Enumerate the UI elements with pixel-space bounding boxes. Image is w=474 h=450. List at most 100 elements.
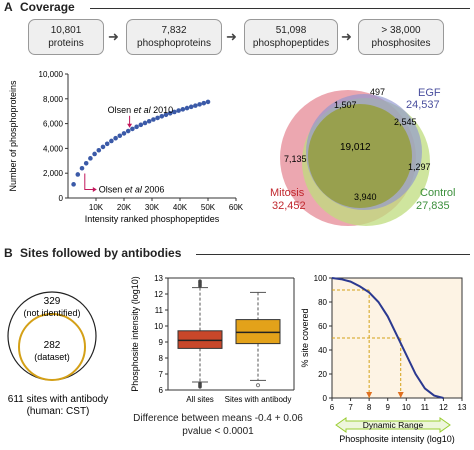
y-tick-label: 80 xyxy=(318,298,327,307)
flow-arrow-icon: ➜ xyxy=(341,29,352,44)
coverage-line xyxy=(331,277,444,399)
boxplot-stats-line2: pvalue < 0.0001 xyxy=(182,426,254,437)
flow-box-phosphosites: > 38,000 phosphosites xyxy=(358,19,444,55)
category-label: Sites with antibody xyxy=(225,395,292,404)
flow-label: proteins xyxy=(48,38,84,49)
box xyxy=(177,330,223,349)
venn-set-mitosis-total: 32,452 xyxy=(272,200,306,212)
data-point xyxy=(88,156,93,161)
venn-set-mitosis-name: Mitosis xyxy=(270,187,305,199)
flow-value: > 38,000 xyxy=(381,25,421,36)
antibody-circles: 329 (not identified) 282 (dataset) 611 s… xyxy=(7,291,108,417)
dynamic-range-label: Dynamic Range xyxy=(363,420,424,430)
data-point xyxy=(188,104,194,110)
antibody-caption-2: (human: CST) xyxy=(27,406,90,417)
data-point xyxy=(79,165,85,171)
flow-box-phosphopeptides: 51,098 phosphopeptides xyxy=(244,19,338,55)
section-a-header: A Coverage xyxy=(4,0,75,14)
section-a-title: Coverage xyxy=(20,0,75,14)
category-label: All sites xyxy=(186,395,214,404)
outlier xyxy=(198,385,202,389)
flow-arrow-icon: ➜ xyxy=(108,29,119,44)
x-tick-label: 10K xyxy=(89,203,104,212)
venn-set-control-total: 27,835 xyxy=(416,200,450,212)
x-tick-label: 50K xyxy=(201,203,216,212)
y-tick-label: 8,000 xyxy=(43,95,64,104)
venn-diagram: 497 1,507 2,545 7,135 19,012 1,297 3,940… xyxy=(270,87,455,226)
y-tick-label: 13 xyxy=(154,274,163,283)
y-tick-label: 11 xyxy=(155,306,164,315)
x-axis-label: Intensity ranked phosphopeptides xyxy=(85,214,220,224)
x-tick-label: 30K xyxy=(145,203,160,212)
data-point xyxy=(138,122,144,128)
y-axis-label: % site covered xyxy=(300,308,310,367)
y-tick-label: 40 xyxy=(318,346,327,355)
y-tick-label: 2,000 xyxy=(43,169,64,178)
x-tick-label: 7 xyxy=(348,403,353,412)
section-b-title: Sites followed by antibodies xyxy=(20,246,182,260)
y-tick-label: 12 xyxy=(154,290,163,299)
inner-circle xyxy=(18,313,86,381)
coverage-line-chart: 0 20 40 60 80 100 6 7 8 9 10 11 12 13 % site covered Ph… xyxy=(300,274,467,444)
data-point xyxy=(197,102,202,107)
data-point xyxy=(201,100,207,106)
guide-arrowhead xyxy=(397,392,404,398)
x-tick-label: 12 xyxy=(439,403,448,412)
flow-label: phosphoproteins xyxy=(137,38,211,49)
y-tick-label: 4,000 xyxy=(43,144,64,153)
data-point xyxy=(159,113,165,119)
outer-label: (not identified) xyxy=(23,308,80,318)
data-point xyxy=(113,135,118,141)
antibody-caption-1: 611 sites with antibody xyxy=(8,394,108,405)
y-tick-label: 6 xyxy=(159,386,164,395)
data-point xyxy=(151,117,156,122)
x-tick-label: 40K xyxy=(173,203,188,212)
annotation-olsen-2010: Olsen et al 2010 xyxy=(108,105,174,115)
data-point xyxy=(142,120,148,126)
flow-value: 10,801 xyxy=(50,25,82,36)
y-tick-label: 7 xyxy=(159,370,164,379)
y-tick-label: 0 xyxy=(323,394,328,403)
annotation-arrowhead xyxy=(92,186,97,192)
intensity-boxplot: 6 7 8 9 10 11 12 13 Phosphosite intensity (log10… xyxy=(130,274,295,404)
venn-region-mitosis-only: 7,135 xyxy=(284,154,307,164)
guide-arrowhead xyxy=(366,392,373,398)
venn-set-control-name: Control xyxy=(420,187,455,199)
venn-region-mitosis-egf: 1,507 xyxy=(334,100,357,110)
venn-set-egf-name: EGF xyxy=(418,87,441,99)
flow-label: phosphopeptides xyxy=(252,38,330,49)
data-point xyxy=(92,151,97,157)
data-point xyxy=(109,138,114,144)
box xyxy=(235,319,281,345)
data-point xyxy=(104,141,110,147)
x-tick-label: 6 xyxy=(330,403,335,412)
outlier xyxy=(198,279,202,283)
y-tick-label: 10 xyxy=(154,322,163,331)
data-point xyxy=(172,109,177,115)
data-point xyxy=(96,147,102,153)
y-axis-label: Phosphosite intensity (log10) xyxy=(130,276,140,392)
venn-region-egf-control: 2,545 xyxy=(394,117,417,127)
y-tick-label: 6,000 xyxy=(43,120,64,129)
inner-label: (dataset) xyxy=(34,352,70,362)
section-a-letter: A xyxy=(4,0,13,14)
y-tick-label: 20 xyxy=(318,370,327,379)
flow-label: phosphosites xyxy=(371,38,431,49)
x-tick-label: 8 xyxy=(367,403,372,412)
data-point xyxy=(146,118,152,124)
data-point xyxy=(184,105,190,111)
data-point xyxy=(155,115,160,121)
data-point xyxy=(117,133,123,139)
y-tick-label: 100 xyxy=(314,274,328,283)
x-tick-label: 60K xyxy=(229,203,244,212)
section-a-rule xyxy=(90,8,470,9)
data-point xyxy=(121,131,127,136)
data-point xyxy=(176,108,181,113)
x-tick-label: 11 xyxy=(421,403,430,412)
phosphoproteins-scatter-chart: 0 2,000 4,000 6,000 8,000 10,000 10K 20K 30K 40K 5… xyxy=(8,70,244,224)
y-tick-label: 60 xyxy=(318,322,327,331)
y-tick-label: 0 xyxy=(59,194,64,203)
flow-box-proteins: 10,801 proteins xyxy=(28,19,104,55)
flow-value: 7,832 xyxy=(161,25,187,36)
data-point xyxy=(83,160,89,166)
